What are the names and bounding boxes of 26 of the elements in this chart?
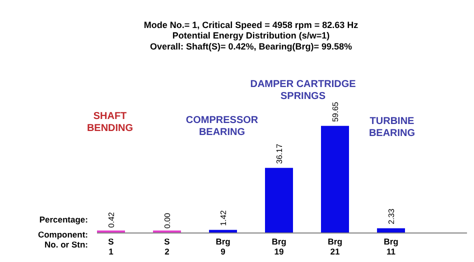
- bar: [321, 126, 349, 232]
- text: Percentage:: [39, 214, 88, 224]
- annotation: COMPRESSOR BEARING: [186, 114, 259, 138]
- x-tick-label: S 1: [108, 236, 114, 256]
- data-label: 36.17: [275, 143, 284, 164]
- x-tick-label: Brg 9: [216, 236, 230, 256]
- x-tick-label: Brg 19: [272, 236, 286, 256]
- data-label: 0.00: [163, 212, 172, 228]
- text: No. or Stn:: [44, 239, 88, 250]
- data-label: 1.42: [219, 210, 228, 226]
- x-tick-label: S 2: [164, 236, 170, 256]
- text: DAMPER CARTRIDGE SPRINGS: [250, 78, 356, 102]
- annotation: TURBINE BEARING: [368, 116, 416, 139]
- data-label: 2.33: [387, 208, 396, 224]
- data-label: 0.42: [107, 212, 116, 228]
- text: Potential Energy Distribution (s/w=1): [172, 30, 330, 41]
- text: Mode No.= 1, Critical Speed = 4958 rpm = 82.63 Hz: [144, 20, 358, 30]
- bar: [377, 228, 405, 232]
- text: Overall: Shaft(S)= 0.42%, Bearing(Brg)= 99.58%: [150, 41, 352, 52]
- data-label: 59.65: [331, 101, 340, 122]
- annotation: SHAFT BENDING: [86, 110, 134, 134]
- bar: [209, 230, 237, 232]
- x-tick-label: Brg 21: [328, 236, 342, 256]
- x-tick-label: Brg 11: [384, 236, 398, 256]
- bar: [265, 168, 293, 232]
- text: Component:: [38, 229, 88, 240]
